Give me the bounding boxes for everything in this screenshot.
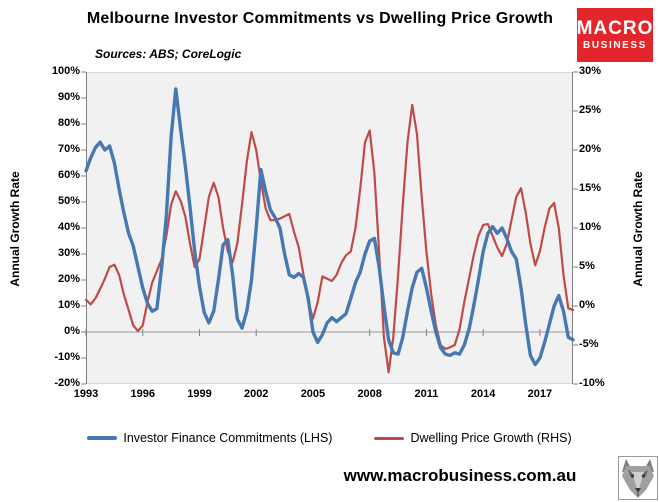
wolf-logo-box [618,456,658,500]
left-axis-tick-label: -20% [54,377,80,389]
investor-line-swatch [87,436,118,440]
logo-text-business: BUSINESS [583,40,647,51]
left-axis-tick-label: 50% [57,195,80,207]
x-axis-tick-label: 2008 [357,388,382,400]
legend: Investor Finance Commitments (LHS) Dwell… [0,431,659,445]
chart-canvas [81,71,578,385]
x-axis-tick-label: 2002 [243,388,269,400]
x-axis-tick-label: 2011 [414,388,439,400]
x-axis-tick-label: 2005 [300,388,326,400]
logo-text-macro: MACRO [576,18,654,39]
right-axis-tick-label: 5% [579,260,595,272]
investor-series-line [84,87,575,367]
x-axis-tick-label: 1999 [187,388,212,400]
left-axis-tick-label: 40% [57,221,80,233]
x-axis-tick-label: 1993 [73,388,99,400]
right-axis-tick-label: 30% [579,65,602,77]
x-axis-tick-label: 2017 [527,388,553,400]
left-axis-tick-label: -10% [54,351,80,363]
right-axis-title: Annual Growth Rate [631,171,645,287]
macrobusiness-logo: MACRO BUSINESS [577,8,653,62]
right-axis-tick-label: 25% [579,104,602,116]
left-axis-tick-label: 70% [57,143,80,155]
x-axis-tick-label: 2014 [470,388,496,400]
left-axis-tick-label: 60% [57,169,80,181]
right-axis-tick-label: 0% [579,299,595,311]
plot-area [81,71,578,385]
right-axis-tick-label: -5% [579,338,599,350]
left-axis-tick-label: 10% [57,299,80,311]
left-axis-tick-label: 30% [57,247,80,259]
sources-note: Sources: ABS; CoreLogic [95,47,242,61]
left-axis-tick-label: 100% [51,65,80,77]
left-axis-tick-label: 0% [64,325,80,337]
legend-item-dwelling: Dwelling Price Growth (RHS) [374,431,572,445]
x-axis-tick-label: 1996 [130,388,155,400]
left-axis-tick-label: 90% [57,91,80,103]
legend-item-investor: Investor Finance Commitments (LHS) [87,431,332,445]
right-axis-tick-label: 20% [579,143,602,155]
legend-label-dwelling: Dwelling Price Growth (RHS) [410,431,572,445]
left-axis-title: Annual Growth Rate [8,171,22,287]
right-axis-tick-label: 10% [579,221,602,233]
chart-title: Melbourne Investor Commitments vs Dwelli… [86,10,554,27]
legend-label-investor: Investor Finance Commitments (LHS) [123,431,333,445]
left-axis-tick-label: 80% [57,117,80,129]
website-url: www.macrobusiness.com.au [343,466,577,485]
dwelling-series-line [84,103,575,374]
right-axis-tick-label: 15% [579,182,602,194]
right-axis-tick-label: -10% [579,377,605,389]
wolf-icon [622,459,654,498]
left-axis-tick-label: 20% [57,273,80,285]
dwelling-line-swatch [374,436,405,440]
